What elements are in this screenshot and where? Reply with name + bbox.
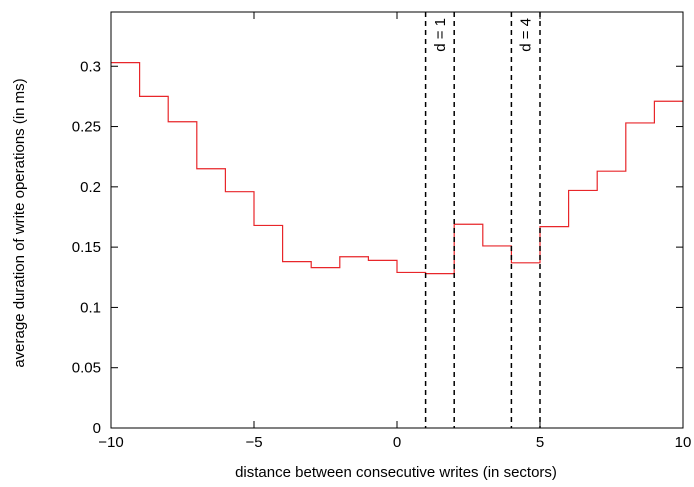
annotation-label-1: d = 4 <box>518 18 535 52</box>
x-tick-label: −10 <box>98 434 123 451</box>
ticks: −10 −5 0 5 10 0 0.05 0.1 0.15 0.2 0.25 0.3 <box>72 11 692 451</box>
x-axis-label: distance between consecutive writes (in … <box>235 464 557 481</box>
annotation-label-0: d = 1 <box>432 18 449 52</box>
y-axis-label: average duration of write operations (in… <box>11 78 28 367</box>
plot-area <box>111 62 683 275</box>
x-tick-label: 0 <box>393 434 401 451</box>
y-tick-label: 0.3 <box>80 58 101 75</box>
annotations: d = 1 d = 4 <box>424 12 541 428</box>
x-tick-label: −5 <box>245 434 262 451</box>
x-tick-label: 5 <box>536 434 544 451</box>
x-tick-label: 10 <box>675 434 692 451</box>
y-tick-label: 0.25 <box>72 119 101 136</box>
y-tick-label: 0.1 <box>80 299 101 316</box>
y-tick-label: 0 <box>93 420 101 437</box>
series-line-0 <box>111 62 683 275</box>
y-tick-label: 0.2 <box>80 179 101 196</box>
y-tick-label: 0.15 <box>72 239 101 256</box>
plot-frame <box>110 11 684 429</box>
y-tick-label: 0.05 <box>72 360 101 377</box>
